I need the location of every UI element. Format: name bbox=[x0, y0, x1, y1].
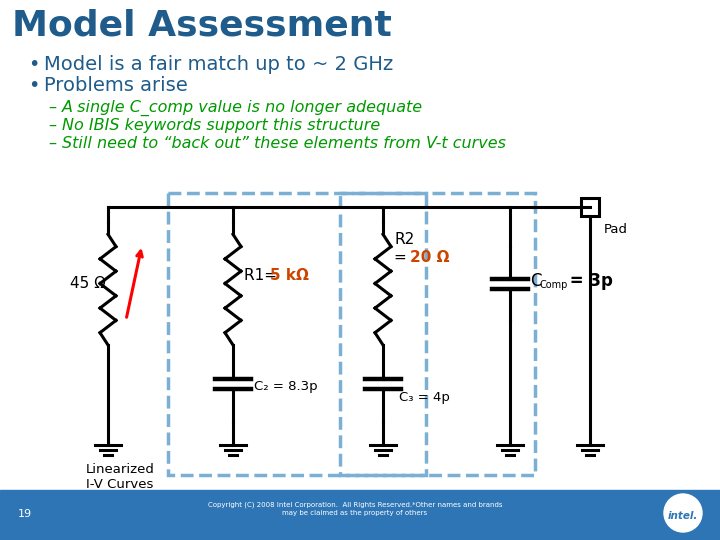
Text: Pad: Pad bbox=[604, 223, 628, 236]
Text: •: • bbox=[28, 76, 40, 95]
Bar bbox=[581, 198, 599, 216]
Text: R2: R2 bbox=[394, 233, 414, 247]
Text: 20 Ω: 20 Ω bbox=[410, 251, 449, 266]
Circle shape bbox=[664, 494, 702, 532]
Text: 5 kΩ: 5 kΩ bbox=[270, 268, 309, 283]
Text: Linearized
I-V Curves: Linearized I-V Curves bbox=[86, 463, 155, 491]
Text: Model is a fair match up to ~ 2 GHz: Model is a fair match up to ~ 2 GHz bbox=[44, 55, 393, 74]
Text: R1=: R1= bbox=[244, 268, 282, 283]
Text: –: – bbox=[48, 100, 56, 115]
Text: Copyright (C) 2008 Intel Corporation.  All Rights Reserved.*Other names and bran: Copyright (C) 2008 Intel Corporation. Al… bbox=[208, 502, 503, 516]
Bar bbox=[340, 193, 535, 475]
Text: –: – bbox=[48, 118, 56, 133]
Text: C: C bbox=[530, 272, 541, 289]
Text: =: = bbox=[394, 251, 412, 266]
Text: A single C_comp value is no longer adequate: A single C_comp value is no longer adequ… bbox=[62, 100, 423, 116]
Text: No IBIS keywords support this structure: No IBIS keywords support this structure bbox=[62, 118, 380, 133]
Text: Comp: Comp bbox=[540, 280, 568, 291]
Text: 45 Ω: 45 Ω bbox=[70, 276, 106, 291]
Text: 19: 19 bbox=[18, 509, 32, 519]
Bar bbox=[0, 490, 720, 540]
Text: C₃ = 4p: C₃ = 4p bbox=[399, 391, 450, 404]
Text: C₂ = 8.3p: C₂ = 8.3p bbox=[254, 380, 318, 393]
Text: Model Assessment: Model Assessment bbox=[12, 8, 392, 42]
Text: –: – bbox=[48, 136, 56, 151]
Text: Problems arise: Problems arise bbox=[44, 76, 188, 95]
Text: intel.: intel. bbox=[668, 511, 698, 521]
Text: Still need to “back out” these elements from V-t curves: Still need to “back out” these elements … bbox=[62, 136, 506, 151]
Text: = 3p: = 3p bbox=[564, 272, 613, 289]
Text: •: • bbox=[28, 55, 40, 74]
Bar bbox=[168, 193, 426, 475]
